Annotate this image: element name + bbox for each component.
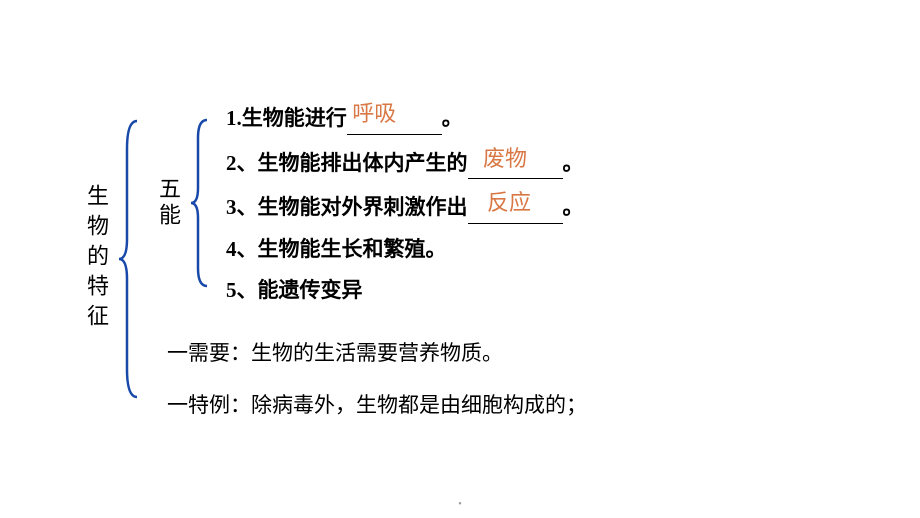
blank-fill: 废物 (468, 145, 563, 180)
item-num: 2、 (226, 151, 258, 175)
item-prefix: 能遗传变异 (258, 278, 363, 302)
bottom-line-2: 一特例：除病毒外，生物都是由细胞构成的； (167, 389, 587, 419)
item-suffix: 。 (442, 106, 463, 130)
items-list: 1.生物能进行呼吸。 2、生物能排出体内产生的废物。 3、生物能对外界刺激作出反… (226, 100, 584, 307)
item-suffix: 。 (563, 151, 584, 175)
item-line-5: 5、能遗传变异 (226, 275, 584, 307)
answer-text: 废物 (483, 146, 527, 171)
item-line-3: 3、生物能对外界刺激作出反应 。 (226, 189, 584, 224)
item-prefix: 生物能进行 (242, 106, 347, 130)
item-prefix: 生物能对外界刺激作出 (258, 195, 468, 219)
blank-fill: 反应 (468, 189, 563, 224)
top-section: 五能 1.生物能进行呼吸。 2、生物能排出体内产生的废物。 3、生物能对外界刺激… (152, 100, 587, 307)
item-line-4: 4、生物能生长和繁殖。 (226, 234, 584, 266)
brace-small-icon (189, 118, 211, 288)
main-title: 生物的特征 (80, 184, 112, 334)
item-line-1: 1.生物能进行呼吸 。 (226, 100, 584, 135)
item-num: 1. (226, 106, 242, 130)
bottom-section: 一需要：生物的生活需要营养物质。 一特例：除病毒外，生物都是由细胞构成的； (167, 337, 587, 419)
content-main: 五能 1.生物能进行呼吸。 2、生物能排出体内产生的废物。 3、生物能对外界刺激… (152, 100, 587, 419)
answer-text: 呼吸 (352, 101, 396, 126)
item-num: 3、 (226, 195, 258, 219)
answer-text: 反应 (487, 190, 531, 215)
item-num: 4、 (226, 237, 258, 261)
item-suffix: 。 (563, 195, 584, 219)
item-num: 5、 (226, 278, 258, 302)
item-prefix: 生物能生长和繁殖。 (258, 237, 447, 261)
page-marker: • (458, 499, 462, 510)
bottom-line-1: 一需要：生物的生活需要营养物质。 (167, 337, 587, 367)
brace-large-icon (117, 119, 142, 399)
blank-fill: 呼吸 (347, 100, 442, 135)
sub-title-five: 五能 (152, 177, 184, 229)
item-line-2: 2、生物能排出体内产生的废物 。 (226, 145, 584, 180)
main-container: 生物的特征 五能 1.生物能进行呼吸。 2、生物能排出体内产生的废物。 (80, 100, 587, 419)
item-prefix: 生物能排出体内产生的 (258, 151, 468, 175)
